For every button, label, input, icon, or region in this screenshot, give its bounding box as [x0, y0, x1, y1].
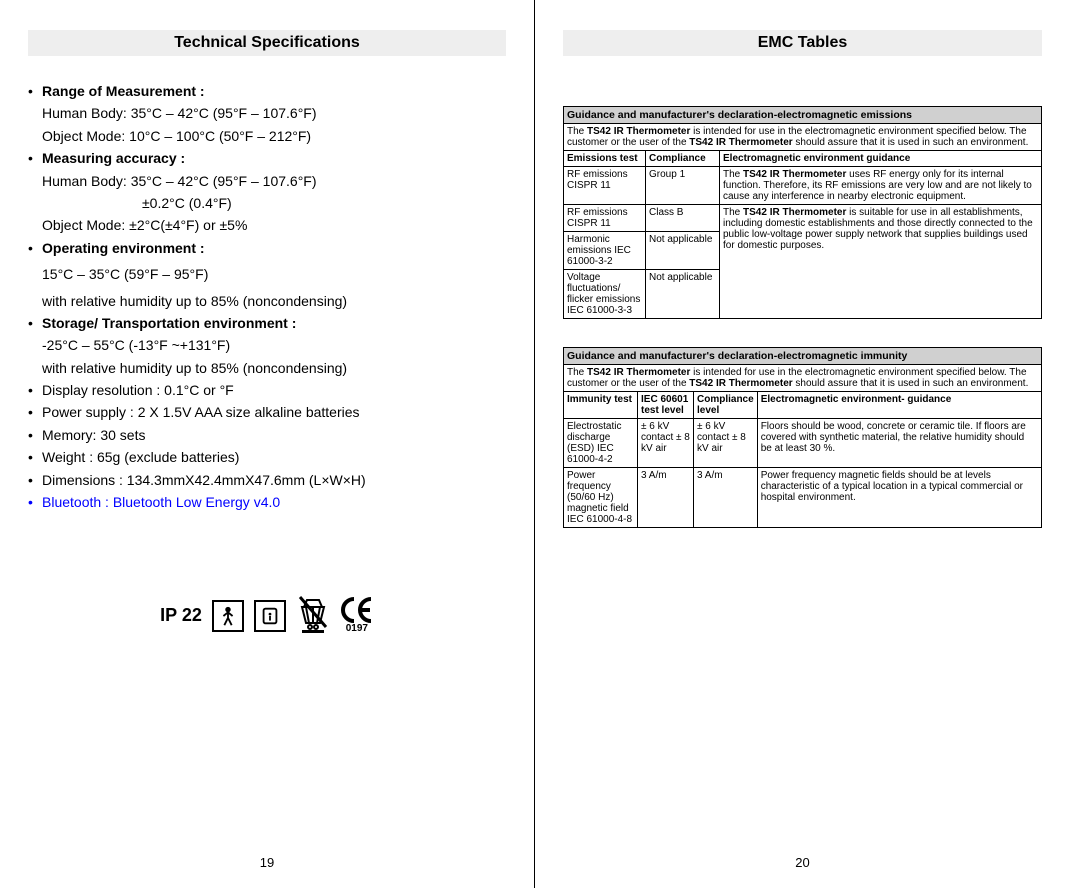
ce-mark: 0197: [340, 597, 374, 634]
dimensions: Dimensions : 134.3mmX42.4mmX47.6mm (L×W×…: [42, 469, 366, 491]
tech-spec-title: Technical Specifications: [174, 34, 360, 51]
emc-title: EMC Tables: [758, 34, 848, 51]
spec-list: •Range of Measurement : Human Body: 35°C…: [28, 80, 506, 513]
t2-r1c3: ± 6 kV contact ± 8 kV air: [694, 419, 758, 468]
memory: Memory: 30 sets: [42, 424, 145, 446]
t2-h4: Electromagnetic environment- guidance: [757, 392, 1041, 419]
t1-r2c1: RF emissions CISPR 11: [564, 205, 646, 232]
storage-range: -25°C – 55°C (-13°F ~+131°F): [28, 334, 506, 356]
op-label: Operating environment :: [42, 237, 205, 259]
t1-h3: Electromagnetic environment guidance: [720, 151, 1042, 167]
weight: Weight : 65g (exclude batteries): [42, 446, 239, 468]
resolution: Display resolution : 0.1°C or °F: [42, 379, 234, 401]
t2-h3: Compliance level: [694, 392, 758, 419]
emc-table-emissions: Guidance and manufacturer's declaration-…: [563, 106, 1042, 319]
t2-r2c4: Power frequency magnetic fields should b…: [757, 468, 1041, 528]
t1-h2: Compliance: [646, 151, 720, 167]
t2-r1c2: ± 6 kV contact ± 8 kV air: [638, 419, 694, 468]
t1-r1c2: Group 1: [646, 167, 720, 205]
accuracy-label: Measuring accuracy :: [42, 147, 185, 169]
t1-r2c2: Class B: [646, 205, 720, 232]
accuracy-obj: Object Mode: ±2°C(±4°F) or ±5%: [28, 214, 506, 236]
t1-merged: The TS42 IR Thermometer is suitable for …: [720, 205, 1042, 319]
range-label: Range of Measurement :: [42, 80, 205, 102]
accuracy-body: Human Body: 35°C – 42°C (95°F – 107.6°F): [28, 170, 506, 192]
page-right: EMC Tables Guidance and manufacturer's d…: [535, 0, 1070, 888]
ip22-label: IP 22: [160, 605, 202, 626]
range-body: Human Body: 35°C – 42°C (95°F – 107.6°F): [28, 102, 506, 124]
emc-table-immunity: Guidance and manufacturer's declaration-…: [563, 347, 1042, 528]
t1-r3c2: Not applicable: [646, 232, 720, 270]
bluetooth: Bluetooth : Bluetooth Low Energy v4.0: [42, 491, 280, 513]
t1-r1c1: RF emissions CISPR 11: [564, 167, 646, 205]
page-left: Technical Specifications •Range of Measu…: [0, 0, 535, 888]
op-range: 15°C – 35°C (59°F – 95°F): [28, 259, 506, 285]
t1-r4c2: Not applicable: [646, 270, 720, 319]
t2-intro: The TS42 IR Thermometer is intended for …: [564, 365, 1042, 392]
t2-h2: IEC 60601 test level: [638, 392, 694, 419]
t2-h1: Immunity test: [564, 392, 638, 419]
t1-r4c1: Voltage fluctuations/ flicker emissions …: [564, 270, 646, 319]
person-icon: [212, 600, 244, 632]
op-hum: with relative humidity up to 85% (noncon…: [28, 286, 506, 312]
section-title-wrap-r: EMC Tables: [563, 30, 1042, 56]
storage-label: Storage/ Transportation environment :: [42, 312, 296, 334]
power: Power supply : 2 X 1.5V AAA size alkalin…: [42, 401, 360, 423]
ce-number: 0197: [346, 623, 368, 634]
page-number-left: 19: [0, 855, 534, 870]
page-number-right: 20: [535, 855, 1070, 870]
t2-caption: Guidance and manufacturer's declaration-…: [564, 348, 1042, 365]
manual-icon: [254, 600, 286, 632]
t1-caption: Guidance and manufacturer's declaration-…: [564, 107, 1042, 124]
t2-r1c4: Floors should be wood, concrete or ceram…: [757, 419, 1041, 468]
t1-r1c3: The TS42 IR Thermometer uses RF energy o…: [720, 167, 1042, 205]
t1-r3c1: Harmonic emissions IEC 61000-3-2: [564, 232, 646, 270]
t1-intro: The TS42 IR Thermometer is intended for …: [564, 124, 1042, 151]
t2-r2c3: 3 A/m: [694, 468, 758, 528]
t2-r2c2: 3 A/m: [638, 468, 694, 528]
cert-row: IP 22 0197: [28, 593, 506, 638]
section-title-wrap: Technical Specifications: [28, 30, 506, 56]
t2-r1c1: Electrostatic discharge (ESD) IEC 61000-…: [564, 419, 638, 468]
accuracy-tol: ±0.2°C (0.4°F): [28, 192, 506, 214]
t1-h1: Emissions test: [564, 151, 646, 167]
weee-icon: [296, 593, 330, 638]
storage-hum: with relative humidity up to 85% (noncon…: [28, 357, 506, 379]
range-obj: Object Mode: 10°C – 100°C (50°F – 212°F): [28, 125, 506, 147]
t2-r2c1: Power frequency (50/60 Hz) magnetic fiel…: [564, 468, 638, 528]
